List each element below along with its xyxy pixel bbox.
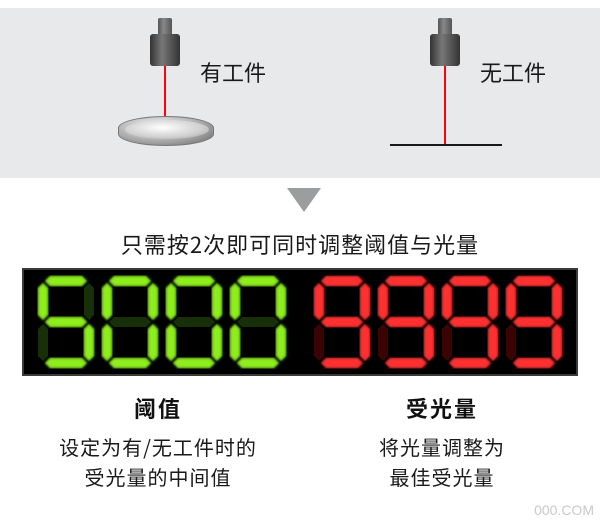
light-desc: 将光量调整为 最佳受光量 xyxy=(302,432,582,492)
baseline-icon xyxy=(390,144,502,146)
watermark-text: 000.COM xyxy=(534,502,594,518)
threshold-desc-line2: 受光量的中间值 xyxy=(18,462,298,492)
sensor-icon xyxy=(430,18,460,66)
down-arrow-icon xyxy=(287,188,321,212)
light-desc-line2: 最佳受光量 xyxy=(302,462,582,492)
light-title: 受光量 xyxy=(302,392,582,424)
threshold-desc: 设定为有/无工件时的 受光量的中间值 xyxy=(18,432,298,492)
laser-beam-icon xyxy=(164,66,166,120)
threshold-desc-line1: 设定为有/无工件时的 xyxy=(18,432,298,462)
sensor-icon xyxy=(150,18,180,66)
workpiece-icon xyxy=(118,116,214,146)
display-threshold xyxy=(24,270,300,374)
threshold-title: 阈值 xyxy=(18,392,298,424)
digital-display xyxy=(22,268,578,376)
without-workpiece-label: 无工件 xyxy=(480,56,546,88)
light-desc-line1: 将光量调整为 xyxy=(302,432,582,462)
threshold-digits xyxy=(32,272,292,372)
infographic-canvas: 有工件 无工件 只需按2次即可同时调整阈值与光量 阈值 受光量 设定为有/无工件… xyxy=(0,0,600,522)
display-light xyxy=(300,270,576,374)
with-workpiece-label: 有工件 xyxy=(200,56,266,88)
light-digits xyxy=(308,272,568,372)
subtitle: 只需按2次即可同时调整阈值与光量 xyxy=(0,228,600,260)
sensor-panel: 有工件 无工件 xyxy=(0,8,600,178)
laser-beam-icon xyxy=(444,66,446,144)
sensor-without-workpiece: 无工件 xyxy=(320,16,580,166)
sensor-with-workpiece: 有工件 xyxy=(40,16,300,166)
